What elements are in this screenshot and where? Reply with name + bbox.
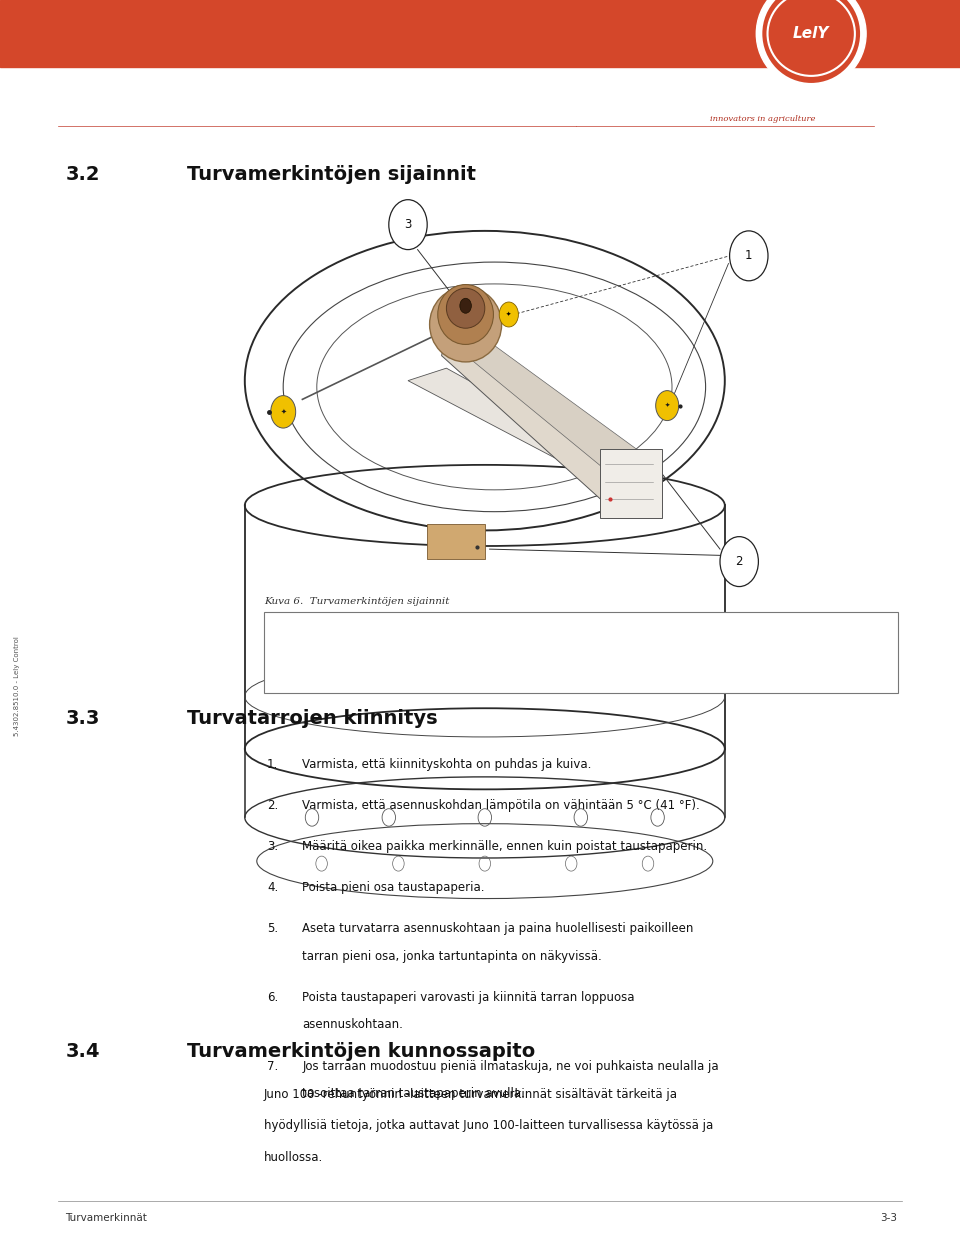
Bar xyxy=(427,524,485,559)
Text: Varmista, että kiinnityskohta on puhdas ja kuiva.: Varmista, että kiinnityskohta on puhdas … xyxy=(302,758,591,770)
Text: 2: 2 xyxy=(735,555,743,568)
Text: asennuskohtaan.: asennuskohtaan. xyxy=(302,1018,403,1031)
Circle shape xyxy=(730,231,768,281)
Ellipse shape xyxy=(446,288,485,328)
Text: 3.: 3. xyxy=(267,840,278,852)
Bar xyxy=(264,612,898,693)
Text: hyödyllisiä tietoja, jotka auttavat Juno 100-laitteen turvallisessa käytössä ja: hyödyllisiä tietoja, jotka auttavat Juno… xyxy=(264,1119,713,1132)
Polygon shape xyxy=(451,324,662,493)
Text: tasoittaa tarran taustapaperin avulla.: tasoittaa tarran taustapaperin avulla. xyxy=(302,1087,525,1099)
Text: 6.: 6. xyxy=(267,991,278,1003)
Text: 3-3: 3-3 xyxy=(880,1213,898,1223)
Circle shape xyxy=(271,396,296,428)
Text: Juno 100 -rehuntyönnin -laitteen turvamerkinnät sisältävät tärkeitä ja: Juno 100 -rehuntyönnin -laitteen turvame… xyxy=(264,1088,678,1101)
Text: Varmista, että asennuskohdan lämpötila on vähintään 5 °C (41 °F).: Varmista, että asennuskohdan lämpötila o… xyxy=(302,799,700,811)
Text: 3.3: 3.3 xyxy=(65,709,100,728)
Text: Määritä oikea paikka merkinnälle, ennen kuin poistat taustapaperin.: Määritä oikea paikka merkinnälle, ennen … xyxy=(302,840,708,852)
Text: Turvamerkintöjen sijainnit: Turvamerkintöjen sijainnit xyxy=(187,165,476,183)
Text: Turvamerkintöjen kunnossapito: Turvamerkintöjen kunnossapito xyxy=(187,1042,536,1061)
Text: ✦: ✦ xyxy=(664,403,670,408)
Text: innovators in agriculture: innovators in agriculture xyxy=(710,115,816,122)
Ellipse shape xyxy=(761,0,861,84)
Text: Aseta turvatarra asennuskohtaan ja paina huolellisesti paikoilleen: Aseta turvatarra asennuskohtaan ja paina… xyxy=(302,922,694,935)
Text: tarra ja Pidä turvaetäisyys -tarra - 3. Hätäpysäytyspainike-tarra: tarra ja Pidä turvaetäisyys -tarra - 3. … xyxy=(272,661,582,671)
Text: Jos tarraan muodostuu pieniä ilmataskuja, ne voi puhkaista neulalla ja: Jos tarraan muodostuu pieniä ilmataskuja… xyxy=(302,1060,719,1072)
Circle shape xyxy=(656,391,679,421)
Polygon shape xyxy=(442,331,648,512)
Polygon shape xyxy=(408,368,638,487)
Text: 5.: 5. xyxy=(267,922,278,935)
Bar xyxy=(0,0,960,67)
Text: 3.4: 3.4 xyxy=(65,1042,100,1061)
Text: huollossa.: huollossa. xyxy=(264,1151,324,1163)
Text: Poista taustapaperi varovasti ja kiinnitä tarran loppuosa: Poista taustapaperi varovasti ja kiinnit… xyxy=(302,991,635,1003)
Circle shape xyxy=(720,537,758,587)
Text: Poista pieni osa taustapaperia.: Poista pieni osa taustapaperia. xyxy=(302,881,485,894)
Text: 7.: 7. xyxy=(267,1060,278,1072)
Text: 1: 1 xyxy=(745,250,753,262)
Circle shape xyxy=(460,298,471,313)
Text: ✦: ✦ xyxy=(506,312,512,317)
Ellipse shape xyxy=(429,287,501,362)
Circle shape xyxy=(389,200,427,250)
Bar xyxy=(600,449,662,518)
Ellipse shape xyxy=(756,0,866,89)
Text: ✦: ✦ xyxy=(280,409,286,414)
Text: 1. Sähköiskun vaara -tarra (valinnainen sähköimpulssilaitteelle) - 2. Älä istu v: 1. Sähköiskun vaara -tarra (valinnainen … xyxy=(272,639,721,651)
Text: 5.4302.8510.0 - Lely Control: 5.4302.8510.0 - Lely Control xyxy=(14,636,20,736)
Circle shape xyxy=(499,302,518,327)
Text: 1.: 1. xyxy=(267,758,278,770)
Text: KUVA:: KUVA: xyxy=(272,619,307,629)
Ellipse shape xyxy=(438,285,493,344)
Text: 2.: 2. xyxy=(267,799,278,811)
Text: Turvatarrojen kiinnitys: Turvatarrojen kiinnitys xyxy=(187,709,438,728)
Text: Turvamerkinnät: Turvamerkinnät xyxy=(65,1213,147,1223)
Text: Kuva 6.  Turvamerkintöjen sijainnit: Kuva 6. Turvamerkintöjen sijainnit xyxy=(264,597,449,605)
Text: 4.: 4. xyxy=(267,881,278,894)
Text: 3.2: 3.2 xyxy=(65,165,100,183)
Text: tarran pieni osa, jonka tartuntapinta on näkyvissä.: tarran pieni osa, jonka tartuntapinta on… xyxy=(302,950,602,962)
Text: 3: 3 xyxy=(404,218,412,231)
Text: LelY: LelY xyxy=(793,26,829,41)
